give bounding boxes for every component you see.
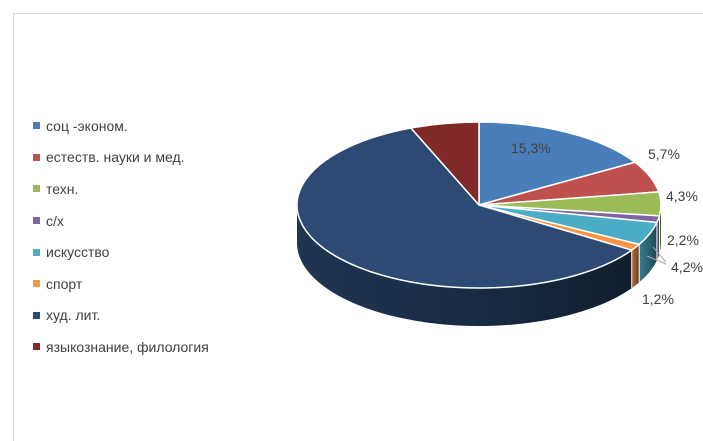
pie-sides [297,205,661,326]
data-labels: 15,3% 5,7% 4,3% 1,2% 4,2% 55,8% 5,7% 2,2% [336,135,703,307]
legend-item: соц -эконом. [33,110,209,142]
legend-label: техн. [46,180,79,197]
legend-label: искусство [46,244,110,261]
legend-swatch [33,122,40,130]
legend-swatch [33,311,40,319]
legend-item: техн. [33,173,209,205]
data-label: 4,2% [671,259,703,275]
legend-label: с/х [46,212,64,229]
pie-slice-side [297,205,632,326]
legend-label: соц -эконом. [46,117,128,134]
data-label: 5,7% [443,135,475,151]
data-label: 4,3% [666,188,698,204]
legend-label: худ. лит. [46,307,101,324]
legend-swatch [33,153,40,161]
leader-line [646,255,667,265]
pie-slice [410,121,480,206]
legend-item: языкознание, филология [33,331,209,363]
legend-item: спорт [33,268,209,300]
chart-legend: соц -эконом. естеств. науки и мед. техн. с/… [33,110,209,363]
legend-item: искусство [33,236,209,268]
pie-slice [296,127,633,289]
legend-label: языкознание, филология [46,338,209,355]
data-label: 5,7% [648,146,680,162]
legend-label: естеств. науки и мед. [46,149,185,166]
legend-swatch [33,280,40,288]
legend-item: естеств. науки и мед. [33,142,209,174]
leader-line [652,246,667,263]
legend-swatch [33,248,40,256]
data-label: 1,2% [642,291,674,307]
legend-swatch [33,343,40,351]
pie-slice-side [639,222,657,283]
legend-swatch [33,217,40,225]
legend-swatch [33,185,40,193]
legend-label: спорт [46,275,83,292]
data-label: 55,8% [336,235,376,251]
legend-item: с/х [33,205,209,237]
pie-top [296,121,662,289]
pie-slice [478,121,636,206]
legend-item: худ. лит. [33,300,209,332]
pie-slice-side [656,215,660,261]
data-label: 2,2% [667,232,699,248]
pie-slice-side [631,244,640,289]
data-label: 15,3% [511,140,551,156]
